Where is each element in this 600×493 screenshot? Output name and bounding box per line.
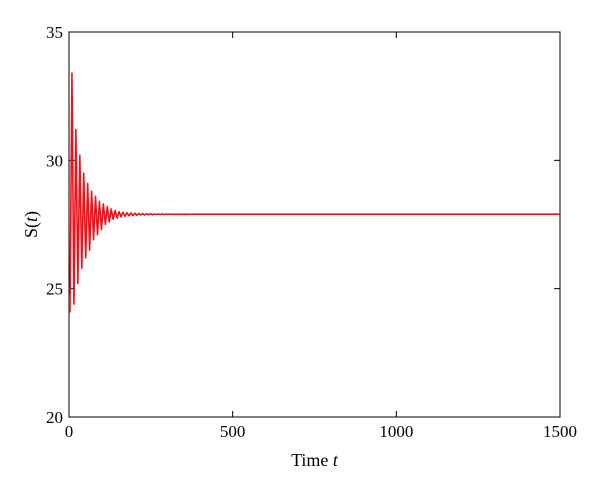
x-tick-label: 0 [65,422,74,441]
plot-area [68,31,561,418]
x-tick-label: 1000 [379,422,413,441]
y-tick-label: 20 [46,408,63,427]
x-tick-label: 500 [220,422,246,441]
y-tick-label: 35 [46,23,63,42]
tick-labels: 0 500 1000 1500 20 25 30 35 [46,23,577,441]
y-tick-label: 30 [46,151,63,170]
y-tick-label: 25 [46,280,63,299]
series-line-s [69,72,560,313]
x-tick-label: 1500 [543,422,577,441]
y-axis-label: S(t) [21,211,42,238]
x-axis-label: Time t [291,450,339,470]
